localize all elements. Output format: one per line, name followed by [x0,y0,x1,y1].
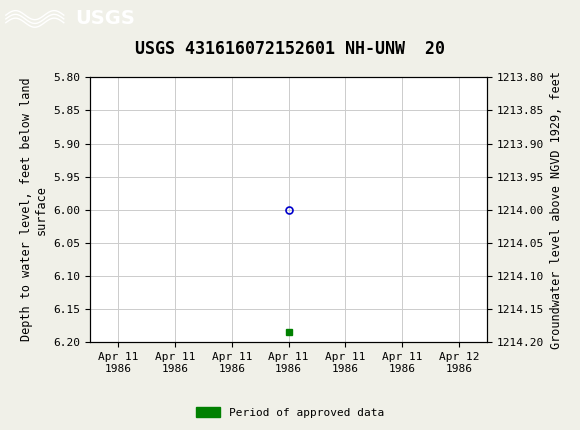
Legend: Period of approved data: Period of approved data [191,403,389,422]
Text: USGS 431616072152601 NH-UNW  20: USGS 431616072152601 NH-UNW 20 [135,40,445,58]
Y-axis label: Groundwater level above NGVD 1929, feet: Groundwater level above NGVD 1929, feet [550,71,563,349]
Text: USGS: USGS [75,9,135,28]
Y-axis label: Depth to water level, feet below land
surface: Depth to water level, feet below land su… [20,78,48,341]
